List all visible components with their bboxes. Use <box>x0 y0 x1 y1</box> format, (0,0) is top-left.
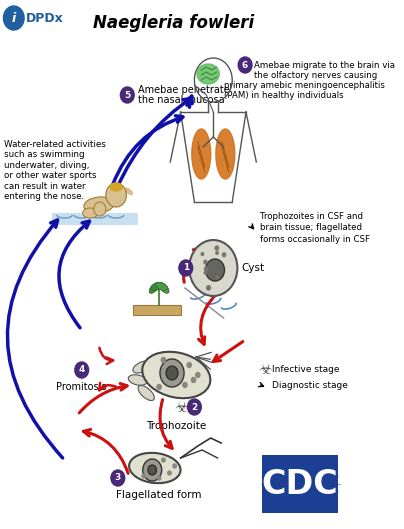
Text: Flagellated form: Flagellated form <box>116 490 202 500</box>
Circle shape <box>216 251 218 254</box>
Text: Water-related activities
such as swimming
underwater, diving,
or other water spo: Water-related activities such as swimmin… <box>4 140 106 201</box>
Circle shape <box>196 372 200 378</box>
Text: ☣: ☣ <box>258 362 271 378</box>
Text: Cyst: Cyst <box>242 263 265 273</box>
Ellipse shape <box>82 208 98 218</box>
Ellipse shape <box>84 197 114 213</box>
Circle shape <box>238 57 252 73</box>
Circle shape <box>204 260 207 264</box>
Circle shape <box>191 378 196 382</box>
Text: 6: 6 <box>242 60 248 69</box>
Text: Trophozoite: Trophozoite <box>146 421 206 431</box>
Circle shape <box>206 259 225 281</box>
Text: primary amebic meningoencephalitis: primary amebic meningoencephalitis <box>224 80 385 89</box>
Text: 2: 2 <box>191 403 198 412</box>
Circle shape <box>148 465 156 475</box>
Circle shape <box>187 362 191 368</box>
Circle shape <box>143 459 162 481</box>
Ellipse shape <box>133 361 151 373</box>
Ellipse shape <box>149 283 159 294</box>
Ellipse shape <box>110 183 122 191</box>
Text: Infective stage: Infective stage <box>272 366 339 375</box>
Ellipse shape <box>142 352 210 398</box>
Circle shape <box>142 474 145 478</box>
Ellipse shape <box>129 453 181 483</box>
Circle shape <box>179 260 193 276</box>
Text: Amebae penetrate: Amebae penetrate <box>138 85 229 95</box>
Text: Trophozoites in CSF and
brain tissue; flagellated
forms occasionally in CSF: Trophozoites in CSF and brain tissue; fl… <box>260 212 370 244</box>
Circle shape <box>189 240 238 296</box>
Circle shape <box>201 252 204 256</box>
Ellipse shape <box>151 282 162 290</box>
Text: 1: 1 <box>183 263 189 272</box>
Circle shape <box>168 471 171 475</box>
Circle shape <box>75 362 88 378</box>
Circle shape <box>162 458 165 462</box>
Circle shape <box>183 382 187 388</box>
Circle shape <box>215 246 219 250</box>
Bar <box>133 305 181 315</box>
Bar <box>52 213 138 225</box>
Text: CDC: CDC <box>262 468 339 500</box>
Circle shape <box>94 202 106 216</box>
Circle shape <box>204 271 206 275</box>
Circle shape <box>187 399 201 415</box>
Text: the olfactory nerves causing: the olfactory nerves causing <box>254 70 377 79</box>
Text: Amebae migrate to the brain via: Amebae migrate to the brain via <box>254 60 395 69</box>
Text: the nasal mucosa: the nasal mucosa <box>138 95 224 105</box>
Ellipse shape <box>138 386 154 400</box>
Circle shape <box>166 366 178 380</box>
Ellipse shape <box>197 64 219 84</box>
Ellipse shape <box>153 282 165 289</box>
Circle shape <box>161 358 166 362</box>
Text: 4: 4 <box>78 366 85 375</box>
Circle shape <box>157 385 161 389</box>
Circle shape <box>204 267 207 271</box>
Circle shape <box>160 359 184 387</box>
Circle shape <box>111 470 125 486</box>
Ellipse shape <box>216 129 235 179</box>
Ellipse shape <box>192 129 211 179</box>
Ellipse shape <box>128 375 147 385</box>
Text: ☣: ☣ <box>174 399 187 415</box>
Text: 5: 5 <box>124 90 130 99</box>
Text: DPDx: DPDx <box>26 12 63 24</box>
Circle shape <box>120 87 134 103</box>
Circle shape <box>4 6 24 30</box>
Text: i: i <box>12 12 16 24</box>
Text: (PAM) in healthy individuals: (PAM) in healthy individuals <box>224 90 343 99</box>
Text: 3: 3 <box>115 473 121 482</box>
Text: Promitosis: Promitosis <box>57 382 107 392</box>
Ellipse shape <box>156 282 168 290</box>
Bar <box>262 455 338 513</box>
Circle shape <box>216 276 218 278</box>
Circle shape <box>223 253 226 257</box>
Text: Naegleria fowleri: Naegleria fowleri <box>93 14 255 32</box>
Circle shape <box>106 183 126 207</box>
Text: Diagnostic stage: Diagnostic stage <box>272 381 348 390</box>
Ellipse shape <box>159 283 169 294</box>
Circle shape <box>158 476 161 480</box>
Circle shape <box>173 464 176 468</box>
Circle shape <box>207 286 210 290</box>
